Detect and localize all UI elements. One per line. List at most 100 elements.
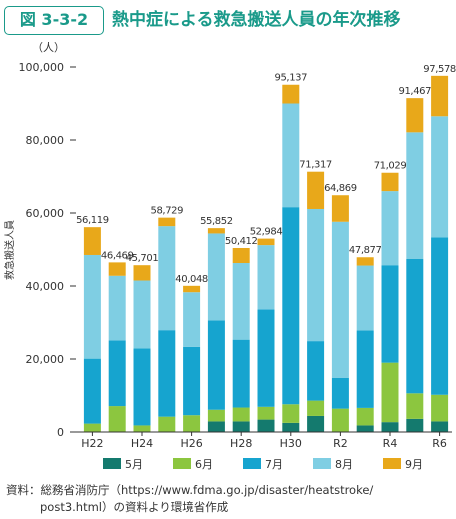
bar-segment-R2-8月 [331,221,349,378]
legend-swatch [103,458,121,469]
y-axis-ticks: 0 20,000 40,000 60,000 80,000 100,000 [19,61,76,439]
bar-segment-H22-6月 [83,423,101,432]
total-label: 97,578 [423,64,456,75]
bar-segment-H27-9月 [207,228,225,234]
total-label: 64,869 [324,183,357,194]
x-tick-label: H28 [230,437,252,450]
bar-segment-H27-6月 [207,409,225,422]
bar-segment-R2-7月 [331,377,349,409]
bar-segment-R6-5月 [431,421,449,432]
bar-segment-H29-9月 [257,238,275,246]
x-tick-label: H24 [131,437,153,450]
bar-segment-R5-7月 [406,258,424,394]
bar-segment-H23-6月 [108,406,126,432]
y-tick-label: 40,000 [26,280,65,293]
bar-segment-H28-8月 [232,263,250,340]
bar-segment-R2-6月 [331,408,349,432]
bar-segment-H27-5月 [207,421,225,432]
bar-segment-H25-8月 [158,226,176,331]
bar-segment-R3-9月 [356,257,374,266]
bar-segment-H30-7月 [282,207,300,405]
bar-segment-H25-9月 [158,217,176,227]
bar-segment-R6-7月 [431,237,449,395]
bar-segment-H23-8月 [108,275,126,341]
bars [83,75,449,432]
bar-segment-H29-6月 [257,406,275,420]
bar-segment-H28-6月 [232,407,250,422]
y-tick-label: 100,000 [19,61,65,74]
legend-swatch [173,458,191,469]
bar-segment-H28-9月 [232,247,250,264]
bar-segment-R5-5月 [406,418,424,432]
total-label: 45,701 [126,253,159,264]
bar-segment-R4-8月 [381,191,399,266]
bar-segment-H22-9月 [83,227,101,255]
bar-segment-H24-7月 [133,348,151,426]
x-tick-label: H26 [180,437,202,450]
y-axis-unit: （人） [32,41,65,54]
bar-segment-H24-9月 [133,265,151,281]
total-label: 52,984 [250,227,283,238]
bar-segment-R3-7月 [356,330,374,408]
bar-segment-H29-7月 [257,309,275,407]
legend-label: 6月 [195,458,213,471]
total-label: 50,412 [225,236,258,247]
y-axis-label: 救急搬送人員 [3,220,16,280]
total-label: 40,048 [175,274,208,285]
legend-swatch [313,458,331,469]
total-label: 71,029 [374,161,407,172]
legend-swatch [383,458,401,469]
bar-segment-H25-7月 [158,330,176,417]
x-axis-ticks: H22 H24 H26 H28 H30 R2 R4 R6 [81,432,447,450]
bar-segment-R3-8月 [356,265,374,331]
bar-segment-R4-9月 [381,172,399,192]
bar-segment-R1-8月 [307,208,325,342]
legend: 5月 6月 7月 8月 9月 [103,458,423,471]
y-tick-label: 0 [57,426,64,439]
bar-segment-R4-5月 [381,422,399,432]
bar-segment-R4-7月 [381,265,399,363]
legend-label: 7月 [265,458,283,471]
y-tick-label: 60,000 [26,207,65,220]
bar-segment-R5-8月 [406,132,424,259]
bar-segment-H23-9月 [108,262,126,276]
total-label: 58,729 [151,206,184,217]
x-tick-label: R2 [333,437,348,450]
x-tick-label: H30 [280,437,302,450]
bar-segment-R1-7月 [307,341,325,401]
x-tick-label: R6 [432,437,447,450]
bar-segment-H26-8月 [183,292,201,347]
figure-number-badge: 図 3-3-2 [4,6,104,35]
legend-label: 9月 [405,458,423,471]
bar-segment-R6-9月 [431,75,449,117]
bar-segment-H30-9月 [282,84,300,104]
bar-segment-H26-9月 [183,285,201,293]
bar-segment-R1-5月 [307,415,325,432]
total-label: 95,137 [275,73,308,84]
bar-segment-H29-8月 [257,245,275,310]
bar-segment-H23-7月 [108,340,126,407]
bar-segment-R5-9月 [406,98,424,133]
source-note: 資料：総務省消防庁（https://www.fdma.go.jp/disaste… [6,482,452,516]
bar-segment-H24-6月 [133,425,151,432]
bar-segment-H30-5月 [282,422,300,432]
total-label: 47,877 [349,245,382,256]
source-line-1: 資料：総務省消防庁（https://www.fdma.go.jp/disaste… [6,483,374,497]
bar-segment-H22-7月 [83,358,101,424]
bar-segment-H22-8月 [83,254,101,359]
chart-title: 熱中症による救急搬送人員の年次推移 [112,10,401,30]
total-label: 71,317 [299,160,332,171]
bar-segment-R1-6月 [307,400,325,416]
bar-segment-R3-5月 [356,425,374,432]
bar-segment-H25-6月 [158,416,176,432]
bar-segment-R6-6月 [431,394,449,422]
y-tick-label: 20,000 [26,353,65,366]
x-tick-label: R4 [383,437,398,450]
bar-segment-H27-7月 [207,320,225,410]
legend-swatch [243,458,261,469]
bar-segment-R3-6月 [356,407,374,426]
y-tick-label: 80,000 [26,134,65,147]
source-line-2: post3.html）の資料より環境省作成 [40,500,229,514]
bar-segment-H28-7月 [232,339,250,408]
